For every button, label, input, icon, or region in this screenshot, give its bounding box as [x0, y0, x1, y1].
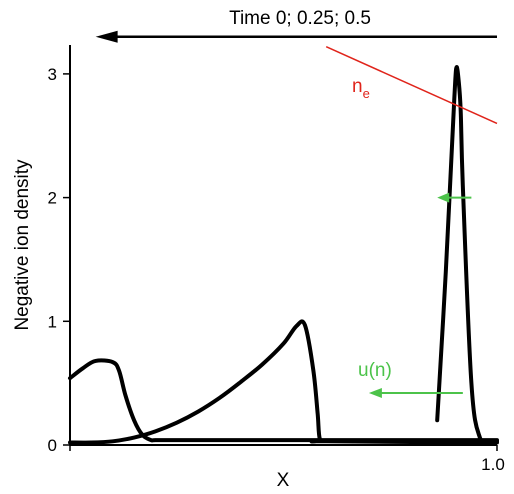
y-tick-label-2: 2 [48, 189, 57, 208]
y-tick-label-0: 0 [48, 436, 57, 455]
series-curve-0 [435, 65, 499, 445]
velocity-label: u(n) [358, 360, 392, 381]
x-tick-label-1: 1.0 [481, 455, 505, 474]
y-axis-title: Negative ion density [12, 159, 33, 331]
time-arrow-label: Time 0; 0.25; 0.5 [229, 8, 371, 29]
y-tick-label-1: 1 [48, 312, 57, 331]
ne-label: ne [352, 76, 370, 101]
ne-label-subscript: e [363, 86, 370, 101]
series-layer [68, 65, 499, 445]
x-axis-ticks: 1.0 [69, 445, 505, 474]
y-axis-ticks: 0 1 2 3 [48, 65, 70, 455]
ne-line [325, 46, 498, 125]
mid-velocity-arrow-head [368, 388, 382, 399]
peak-velocity-arrow-head [437, 192, 450, 203]
x-axis-title: X [277, 470, 290, 491]
y-tick-label-3: 3 [48, 65, 57, 84]
annotation-layer: Time 0; 0.25; 0.5 ne u(n) [95, 8, 498, 399]
series-curve-2 [68, 358, 499, 443]
time-arrow-head [95, 30, 118, 43]
series-curve-1 [68, 319, 499, 445]
ne-label-base: n [352, 76, 363, 97]
